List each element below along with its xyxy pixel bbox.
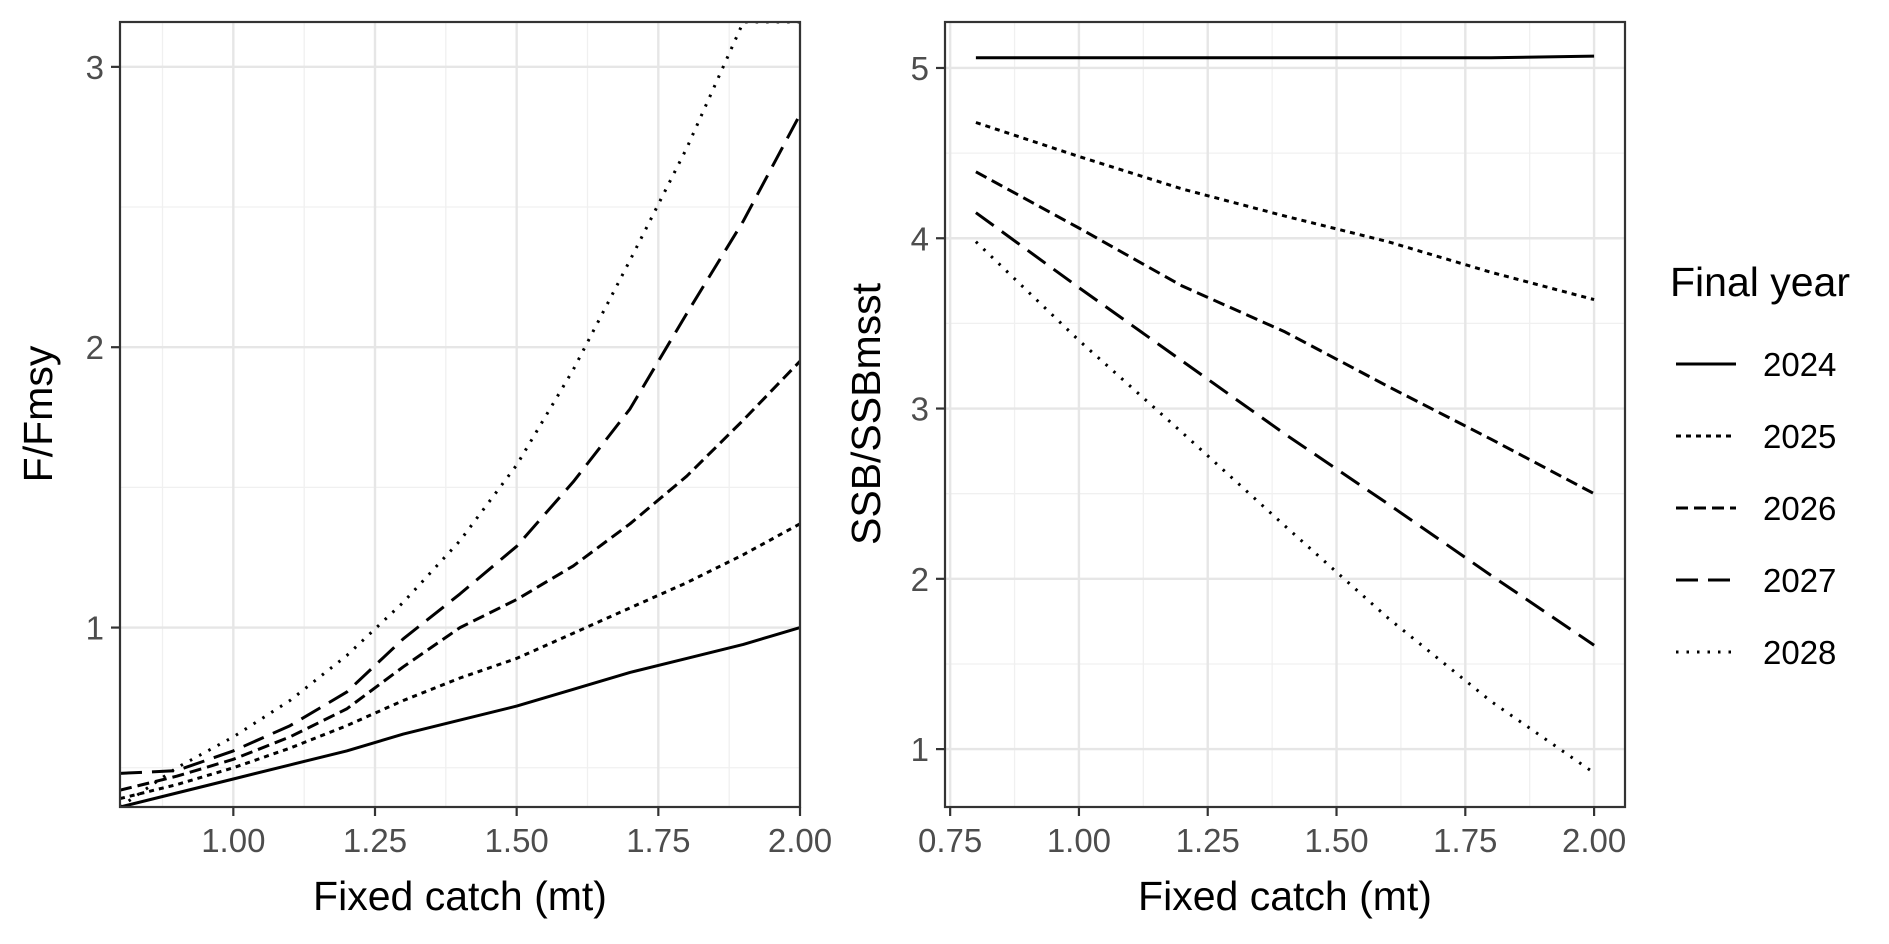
left-series-lines	[120, 22, 800, 807]
y-tick-label: 3	[911, 391, 929, 428]
left-x-ticks: 1.00 1.25 1.50 1.75 2.00	[201, 807, 832, 859]
x-tick-label: 1.25	[343, 822, 407, 859]
legend-label-2027: 2027	[1763, 562, 1836, 599]
right-y-axis-label: SSB/SSBmsst	[843, 282, 889, 545]
legend-label-2028: 2028	[1763, 634, 1836, 671]
right-x-axis-label: Fixed catch (mt)	[1138, 873, 1432, 919]
series-line-2028	[974, 240, 1595, 775]
y-tick-label: 1	[911, 731, 929, 768]
legend-label-2024: 2024	[1763, 346, 1836, 383]
left-y-ticks: 1 2 3	[86, 49, 120, 647]
x-tick-label: 1.00	[201, 822, 265, 859]
legend-item-2024: 2024	[1676, 346, 1836, 383]
series-line-2026	[975, 170, 1595, 496]
series-line-2024	[975, 54, 1595, 60]
series-line-2025	[120, 522, 800, 801]
series-line-2024	[120, 626, 800, 807]
legend-label-2025: 2025	[1763, 418, 1836, 455]
x-tick-label: 1.50	[1304, 822, 1368, 859]
y-tick-label: 2	[911, 561, 929, 598]
left-x-axis-label: Fixed catch (mt)	[313, 873, 607, 919]
y-tick-label: 5	[911, 50, 929, 87]
series-line-2027	[120, 113, 800, 775]
right-panel: 0.75 1.00 1.25 1.50 1.75 2.00 1 2 3 4 5 Fixed cat…	[843, 20, 1627, 919]
x-tick-label: 0.75	[918, 822, 982, 859]
right-grid	[945, 22, 1625, 807]
right-panel-border	[943, 20, 1627, 809]
series-line-2025	[975, 121, 1595, 302]
x-tick-label: 1.50	[485, 822, 549, 859]
legend-title: Final year	[1670, 259, 1850, 305]
x-tick-label: 2.00	[1562, 822, 1626, 859]
right-y-ticks: 1 2 3 4 5	[911, 50, 945, 768]
left-y-axis-label: F/Fmsy	[15, 345, 61, 482]
right-x-ticks: 0.75 1.00 1.25 1.50 1.75 2.00	[918, 807, 1626, 859]
y-tick-label: 4	[911, 220, 929, 257]
legend-label-2026: 2026	[1763, 490, 1836, 527]
legend-item-2025: 2025	[1676, 418, 1836, 455]
left-panel-border	[118, 20, 802, 809]
legend-items: 2024 2025 2026 2027 2028	[1676, 346, 1836, 671]
y-tick-label: 2	[86, 329, 104, 366]
x-tick-label: 1.75	[626, 822, 690, 859]
legend-item-2028: 2028	[1676, 634, 1836, 671]
y-tick-label: 3	[86, 49, 104, 86]
x-tick-label: 1.00	[1047, 822, 1111, 859]
legend-item-2027: 2027	[1676, 562, 1836, 599]
x-tick-label: 1.25	[1176, 822, 1240, 859]
series-line-2026	[120, 360, 800, 792]
left-panel: 1.00 1.25 1.50 1.75 2.00 1 2 3 Fixed catch (mt…	[15, 20, 832, 919]
legend-item-2026: 2026	[1676, 490, 1836, 527]
x-tick-label: 2.00	[768, 822, 832, 859]
legend: Final year 2024 2025 2026 2027 2028	[1670, 259, 1850, 671]
y-tick-label: 1	[86, 610, 104, 647]
right-series-lines	[974, 54, 1595, 775]
x-tick-label: 1.75	[1433, 822, 1497, 859]
